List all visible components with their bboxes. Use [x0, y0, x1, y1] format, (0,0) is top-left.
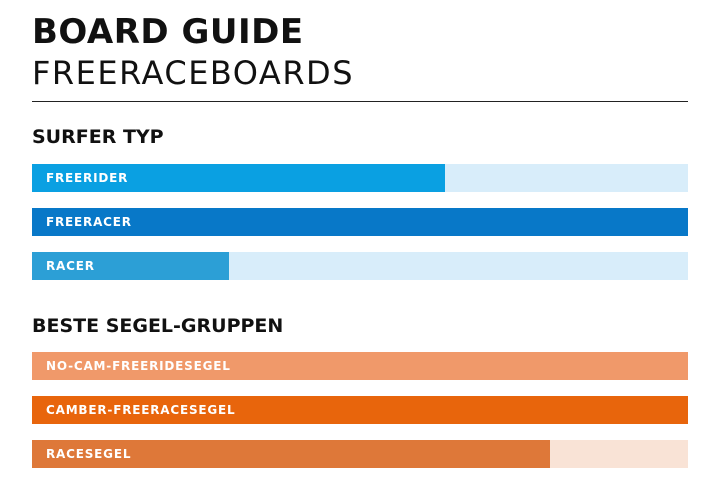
- bar-track: FREERIDER: [32, 164, 688, 192]
- bar-label: FREERACER: [46, 215, 132, 229]
- bar-fill: [32, 396, 688, 424]
- bar-label: RACESEGEL: [46, 447, 132, 461]
- bar-label: NO-CAM-FREERIDESEGEL: [46, 359, 231, 373]
- bar-track: CAMBER-FREERACESEGEL: [32, 396, 688, 424]
- bar-track: NO-CAM-FREERIDESEGEL: [32, 352, 688, 380]
- bar-fill: [32, 164, 445, 192]
- bar-label: CAMBER-FREERACESEGEL: [46, 403, 236, 417]
- page-subtitle: FREERACEBOARDS: [32, 54, 354, 92]
- bar-fill: [32, 352, 688, 380]
- section-title-1: SURFER TYP: [32, 126, 164, 148]
- section-title-2: BESTE SEGEL-GRUPPEN: [32, 315, 284, 337]
- bar-track: RACER: [32, 252, 688, 280]
- bar-fill: [32, 208, 688, 236]
- bar-label: RACER: [46, 259, 95, 273]
- bar-label: FREERIDER: [46, 171, 129, 185]
- page-title: BOARD GUIDE: [32, 12, 304, 52]
- bar-fill: [32, 252, 229, 280]
- bar-fill: [32, 440, 550, 468]
- bar-track: RACESEGEL: [32, 440, 688, 468]
- bar-track: FREERACER: [32, 208, 688, 236]
- header-divider: [32, 101, 688, 102]
